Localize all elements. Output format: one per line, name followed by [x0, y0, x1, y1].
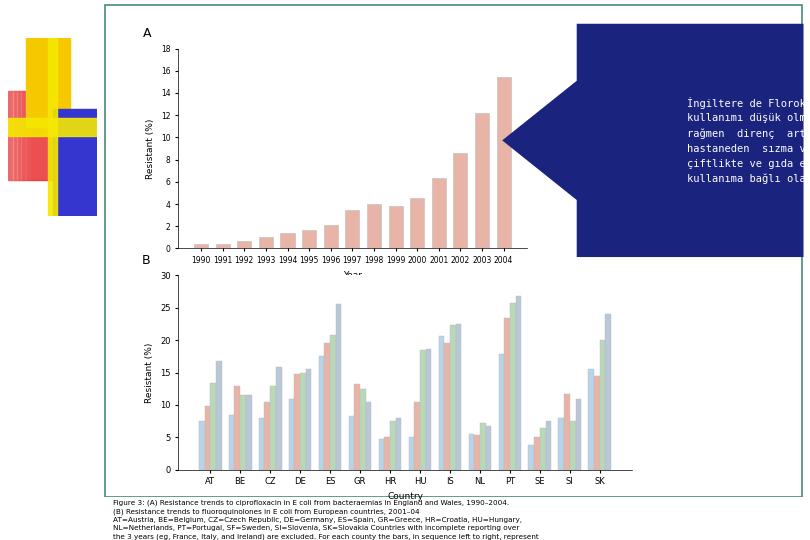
Bar — [444, 343, 450, 470]
Bar — [474, 435, 480, 470]
Bar — [450, 325, 456, 470]
Bar — [204, 406, 211, 470]
Bar — [480, 423, 486, 470]
Bar — [509, 302, 516, 470]
Bar — [301, 373, 306, 470]
Bar — [420, 350, 426, 470]
X-axis label: Year: Year — [343, 271, 362, 280]
Bar — [454, 153, 467, 248]
Bar — [228, 415, 234, 470]
Bar — [271, 386, 276, 470]
Bar — [588, 369, 594, 470]
Bar — [438, 336, 444, 470]
Bar — [384, 437, 390, 470]
Bar — [330, 335, 336, 470]
Text: A: A — [143, 26, 151, 39]
Bar — [259, 237, 273, 248]
Bar — [389, 206, 403, 248]
Bar — [486, 426, 492, 470]
Bar — [258, 418, 264, 470]
Bar — [280, 233, 295, 248]
Bar — [215, 244, 230, 248]
Bar — [49, 38, 57, 216]
Bar — [414, 402, 420, 470]
Bar — [497, 77, 510, 248]
Bar — [237, 241, 251, 248]
Bar — [498, 354, 504, 470]
Bar — [8, 91, 13, 180]
Bar — [288, 399, 294, 470]
Bar — [516, 296, 522, 470]
Bar — [234, 386, 241, 470]
Bar — [534, 437, 539, 470]
Bar — [324, 343, 330, 470]
Bar — [246, 395, 252, 470]
Bar — [194, 244, 208, 248]
Bar — [367, 204, 381, 248]
Bar — [546, 421, 552, 470]
Bar — [410, 198, 424, 248]
Bar — [216, 361, 222, 470]
Bar — [456, 324, 462, 470]
Text: Figure 3: (A) Resistance trends to ciprofloxacin in E coli from bacteraemias in : Figure 3: (A) Resistance trends to cipro… — [113, 500, 539, 540]
Bar — [26, 91, 31, 180]
Bar — [360, 389, 366, 470]
Bar — [396, 418, 402, 470]
Bar — [426, 349, 432, 470]
Bar — [569, 421, 576, 470]
Bar — [528, 445, 534, 470]
Bar — [504, 318, 509, 470]
Bar — [348, 416, 354, 470]
Bar — [599, 340, 606, 470]
Bar — [13, 91, 17, 180]
Bar — [539, 428, 546, 470]
Bar — [366, 402, 372, 470]
Bar — [302, 230, 316, 248]
Bar — [211, 383, 216, 470]
X-axis label: Country: Country — [387, 492, 423, 501]
Bar — [294, 374, 301, 470]
Y-axis label: Resistant (%): Resistant (%) — [145, 342, 155, 403]
Y-axis label: Resistant (%): Resistant (%) — [147, 118, 156, 179]
Bar — [264, 402, 271, 470]
Bar — [17, 91, 22, 180]
Bar — [306, 369, 312, 470]
Bar — [53, 109, 97, 216]
Bar — [378, 440, 384, 470]
Bar — [558, 418, 564, 470]
Polygon shape — [502, 24, 804, 257]
Bar — [606, 314, 612, 470]
Bar — [468, 434, 474, 470]
Bar — [198, 421, 204, 470]
Text: B: B — [142, 254, 151, 267]
Bar — [241, 395, 246, 470]
Bar — [8, 91, 53, 180]
Bar — [276, 367, 282, 470]
Bar — [594, 376, 599, 470]
Bar — [336, 304, 342, 470]
Bar — [318, 356, 324, 470]
Bar — [324, 225, 338, 248]
Bar — [432, 178, 446, 248]
Bar — [564, 394, 569, 470]
Bar — [26, 38, 70, 127]
Bar — [390, 421, 396, 470]
Bar — [345, 210, 360, 248]
Bar — [475, 113, 489, 248]
Bar — [22, 91, 26, 180]
Bar — [408, 437, 414, 470]
Bar — [576, 399, 582, 470]
Text: İngiltere de Florokinolon
kullanımı düşük olmasına
rağmen  direnç  artışı,
hasta: İngiltere de Florokinolon kullanımı düşü… — [687, 97, 810, 184]
Bar — [354, 384, 360, 470]
Bar — [8, 118, 97, 136]
